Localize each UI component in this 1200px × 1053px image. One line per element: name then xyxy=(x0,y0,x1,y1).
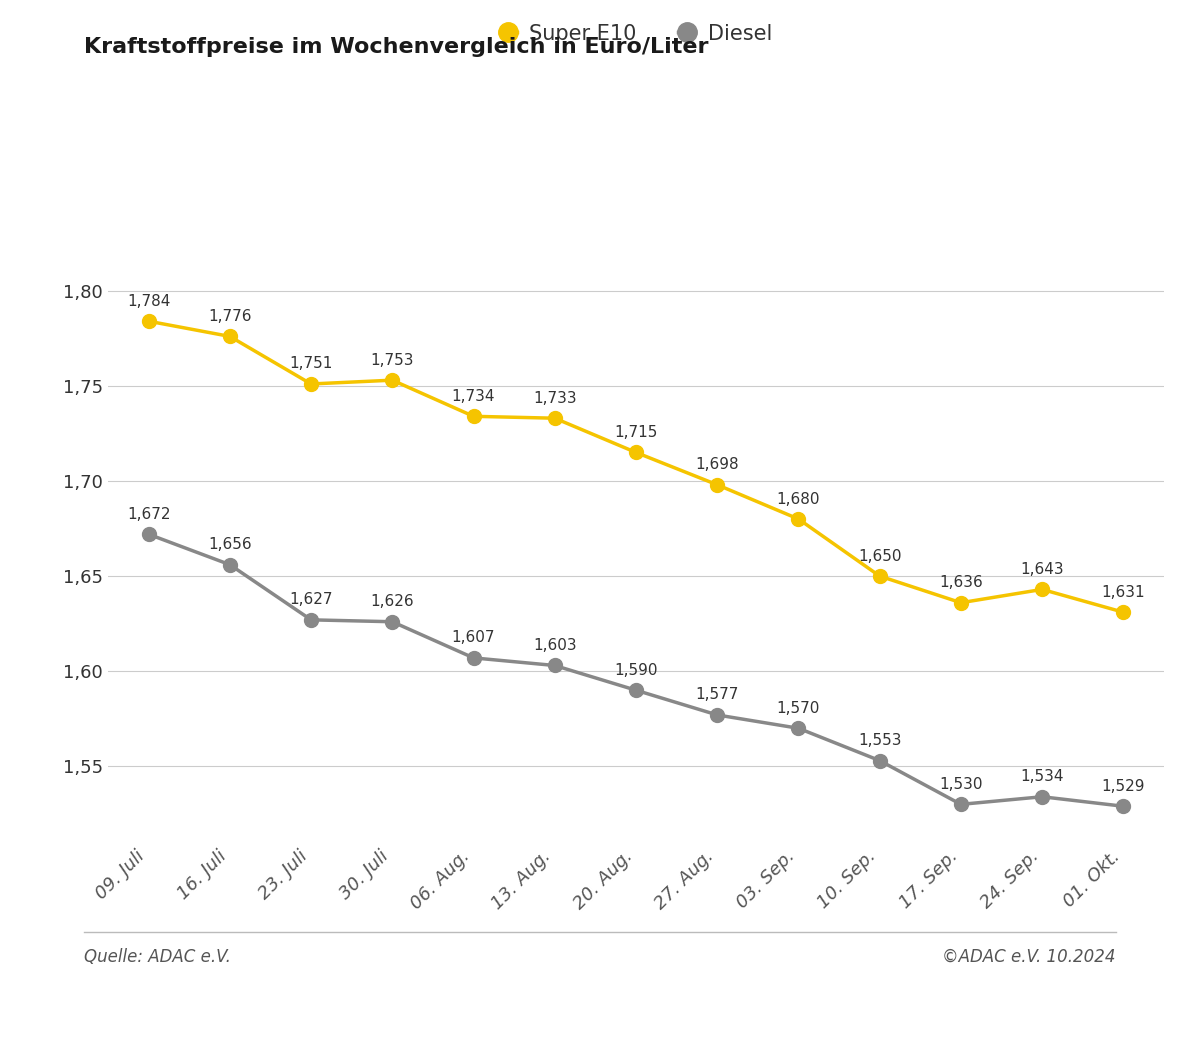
Text: 1,643: 1,643 xyxy=(1020,562,1064,577)
Text: 1,636: 1,636 xyxy=(940,575,983,591)
Text: 1,650: 1,650 xyxy=(858,549,901,563)
Text: 1,553: 1,553 xyxy=(858,733,901,748)
Text: 1,627: 1,627 xyxy=(289,593,332,608)
Text: 1,607: 1,607 xyxy=(451,631,496,645)
Text: 1,590: 1,590 xyxy=(614,662,658,678)
Text: 1,603: 1,603 xyxy=(533,638,576,653)
Text: 1,734: 1,734 xyxy=(451,389,496,403)
Text: 1,672: 1,672 xyxy=(127,506,170,521)
Text: 1,529: 1,529 xyxy=(1102,779,1145,794)
Text: 1,715: 1,715 xyxy=(614,425,658,440)
Text: 1,776: 1,776 xyxy=(208,309,252,324)
Text: Kraftstoffpreise im Wochenvergleich in Euro/Liter: Kraftstoffpreise im Wochenvergleich in E… xyxy=(84,37,708,57)
Text: ©ADAC e.V. 10.2024: ©ADAC e.V. 10.2024 xyxy=(942,948,1116,966)
Text: 1,751: 1,751 xyxy=(289,357,332,372)
Text: 1,626: 1,626 xyxy=(371,594,414,610)
Text: 1,784: 1,784 xyxy=(127,294,170,309)
Text: 1,733: 1,733 xyxy=(533,391,576,405)
Text: 1,577: 1,577 xyxy=(696,688,739,702)
Text: 1,753: 1,753 xyxy=(371,353,414,367)
Text: 1,534: 1,534 xyxy=(1020,770,1064,784)
Legend: Super E10, Diesel: Super E10, Diesel xyxy=(492,16,780,53)
Text: Quelle: ADAC e.V.: Quelle: ADAC e.V. xyxy=(84,948,230,966)
Text: 1,680: 1,680 xyxy=(776,492,821,506)
Text: 1,570: 1,570 xyxy=(776,700,820,716)
Text: 1,530: 1,530 xyxy=(940,777,983,792)
Text: 1,631: 1,631 xyxy=(1102,584,1145,600)
Text: 1,656: 1,656 xyxy=(208,537,252,552)
Text: 1,698: 1,698 xyxy=(696,457,739,473)
